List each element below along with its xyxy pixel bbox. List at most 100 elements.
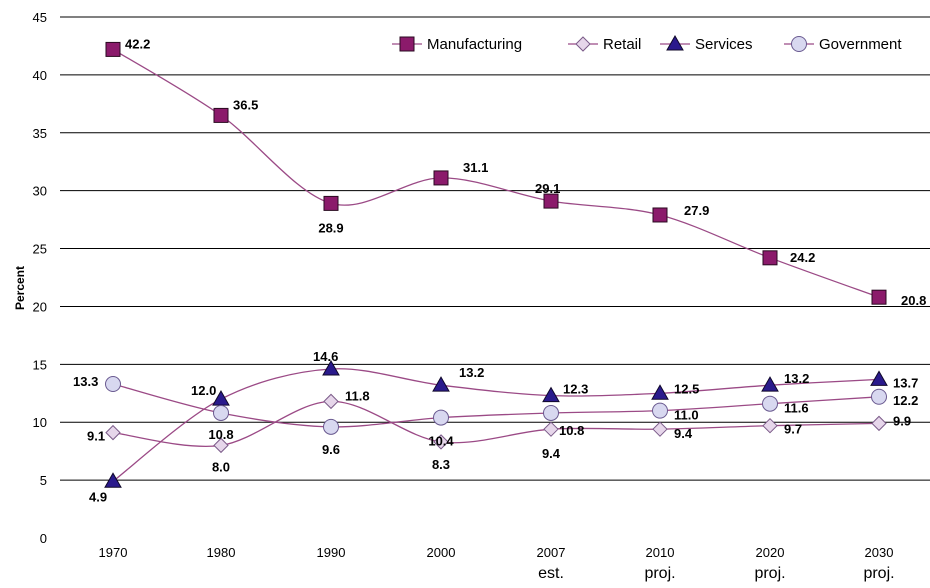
label-government-2010: 11.0	[674, 408, 699, 423]
point-manufacturing-1990	[323, 195, 339, 211]
x-tick-1970: 1970	[99, 545, 128, 560]
label-retail-2030: 9.9	[893, 413, 911, 428]
legend-label-government: Government	[819, 36, 902, 53]
label-services-1970: 4.9	[89, 489, 107, 504]
label-manufacturing-1980: 36.5	[233, 97, 258, 112]
point-manufacturing-2010	[652, 207, 668, 223]
label-manufacturing-1970: 42.2	[125, 36, 150, 51]
point-manufacturing-1970	[105, 41, 121, 57]
label-government-2000: 10.4	[428, 434, 454, 449]
point-government-2030	[871, 388, 887, 405]
label-government-2007: 10.8	[559, 423, 584, 438]
point-services-2010	[651, 384, 669, 400]
point-services-2030	[870, 370, 888, 386]
point-manufacturing-1980	[213, 107, 229, 123]
x-tick-note-2030: proj.	[863, 565, 894, 582]
label-manufacturing-2007: 29.1	[535, 181, 560, 196]
label-retail-2000: 8.3	[432, 457, 450, 472]
legend-marker-government	[791, 36, 807, 52]
label-government-1980: 10.8	[208, 427, 233, 442]
label-retail-1970: 9.1	[87, 429, 105, 444]
point-manufacturing-2007	[543, 193, 559, 209]
legend-marker-manufacturing	[399, 36, 415, 52]
point-retail-1980	[213, 437, 229, 454]
y-tick-45: 45	[33, 10, 47, 25]
y-tick-30: 30	[33, 184, 47, 199]
label-services-1980: 12.0	[191, 383, 216, 398]
y-tick-20: 20	[33, 299, 47, 314]
point-retail-2000	[433, 434, 449, 450]
y-tick-10: 10	[33, 415, 47, 430]
x-tick-2007: 2007	[537, 545, 566, 560]
point-manufacturing-2000	[433, 170, 449, 186]
point-government-2010	[652, 402, 668, 419]
x-tick-1990: 1990	[317, 545, 346, 560]
label-manufacturing-2010: 27.9	[684, 203, 709, 218]
x-tick-2000: 2000	[427, 545, 456, 560]
point-retail-2010	[652, 421, 668, 437]
label-retail-2020: 9.7	[784, 422, 802, 437]
label-retail-2007: 9.4	[542, 446, 561, 461]
line-government	[112, 383, 880, 428]
y-axis-ticks: 0 5 10 15 20 25 30 35 40 45	[33, 10, 47, 546]
label-retail-1990: 11.8	[345, 388, 370, 403]
y-tick-25: 25	[33, 242, 47, 257]
label-government-1990: 9.6	[322, 442, 340, 457]
point-retail-2020	[762, 417, 778, 434]
y-tick-15: 15	[33, 357, 47, 372]
x-tick-note-2010: proj.	[644, 565, 675, 582]
label-government-1970: 13.3	[73, 374, 98, 389]
point-government-1990	[323, 418, 339, 435]
point-manufacturing-2020	[762, 250, 778, 266]
label-services-2020: 13.2	[784, 371, 809, 386]
line-retail	[112, 400, 880, 447]
y-tick-40: 40	[33, 68, 47, 83]
label-manufacturing-2020: 24.2	[790, 250, 815, 265]
point-government-1970	[105, 376, 121, 393]
point-retail-1990	[323, 393, 339, 410]
y-axis-title: Percent	[13, 266, 27, 310]
label-manufacturing-2030: 20.8	[901, 293, 926, 308]
legend-marker-services	[666, 34, 684, 51]
label-manufacturing-1990: 28.9	[318, 220, 343, 235]
legend-marker-retail	[575, 36, 591, 52]
point-services-1990	[322, 359, 340, 376]
x-tick-2010: 2010	[646, 545, 675, 560]
label-government-2020: 11.6	[784, 401, 809, 416]
x-axis-ticks: 1970 1980 1990 2000 2007 est. 2010 proj. 2020 pro…	[99, 545, 895, 582]
x-tick-1980: 1980	[207, 545, 236, 560]
legend-label-manufacturing: Manufacturing	[427, 36, 522, 53]
point-retail-2007	[543, 421, 559, 437]
point-services-1970	[104, 472, 122, 488]
y-tick-0: 0	[40, 531, 47, 546]
legend-label-retail: Retail	[603, 36, 641, 53]
point-services-2020	[761, 376, 779, 392]
y-tick-5: 5	[40, 473, 47, 488]
point-government-1980	[213, 404, 229, 421]
point-government-2000	[433, 409, 449, 426]
point-services-2007	[542, 386, 560, 403]
label-services-2030: 13.7	[893, 375, 918, 390]
label-manufacturing-2000: 31.1	[463, 160, 488, 175]
x-tick-note-2007: est.	[538, 565, 564, 582]
label-services-2000: 13.2	[459, 365, 484, 380]
label-retail-2010: 9.4	[674, 426, 693, 441]
point-retail-1970	[105, 424, 121, 441]
point-retail-2030	[871, 415, 887, 432]
x-tick-2030: 2030	[865, 545, 894, 560]
point-government-2007	[543, 404, 559, 421]
legend-label-services: Services	[695, 36, 753, 53]
label-services-2007: 12.3	[563, 382, 588, 397]
series-markers	[104, 41, 888, 488]
x-tick-2020: 2020	[756, 545, 785, 560]
y-tick-35: 35	[33, 126, 47, 141]
label-government-2030: 12.2	[893, 393, 918, 408]
label-retail-1980: 8.0	[212, 459, 230, 474]
point-services-2000	[432, 376, 450, 392]
label-services-2010: 12.5	[674, 381, 699, 396]
label-services-1990: 14.6	[313, 349, 338, 364]
x-tick-note-2020: proj.	[754, 565, 785, 582]
legend: Manufacturing Retail Services Government	[392, 34, 902, 53]
data-labels: 42.2 36.5 28.9 31.1 29.1 27.9 24.2 20.8 9.1 8.0 11…	[73, 36, 926, 504]
